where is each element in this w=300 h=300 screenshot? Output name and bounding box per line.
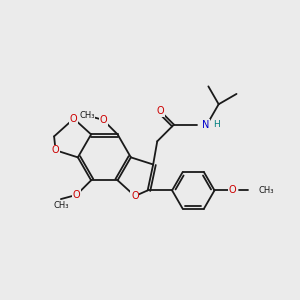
Text: O: O (131, 191, 139, 201)
Text: CH₃: CH₃ (53, 201, 69, 210)
Text: O: O (228, 185, 236, 195)
Text: O: O (99, 115, 107, 125)
Text: O: O (73, 190, 80, 200)
Text: O: O (157, 106, 164, 116)
Text: N: N (202, 120, 209, 130)
Text: O: O (70, 114, 78, 124)
Text: H: H (213, 120, 220, 129)
Text: O: O (52, 145, 59, 155)
Text: CH₃: CH₃ (79, 111, 94, 120)
Text: CH₃: CH₃ (258, 186, 274, 195)
